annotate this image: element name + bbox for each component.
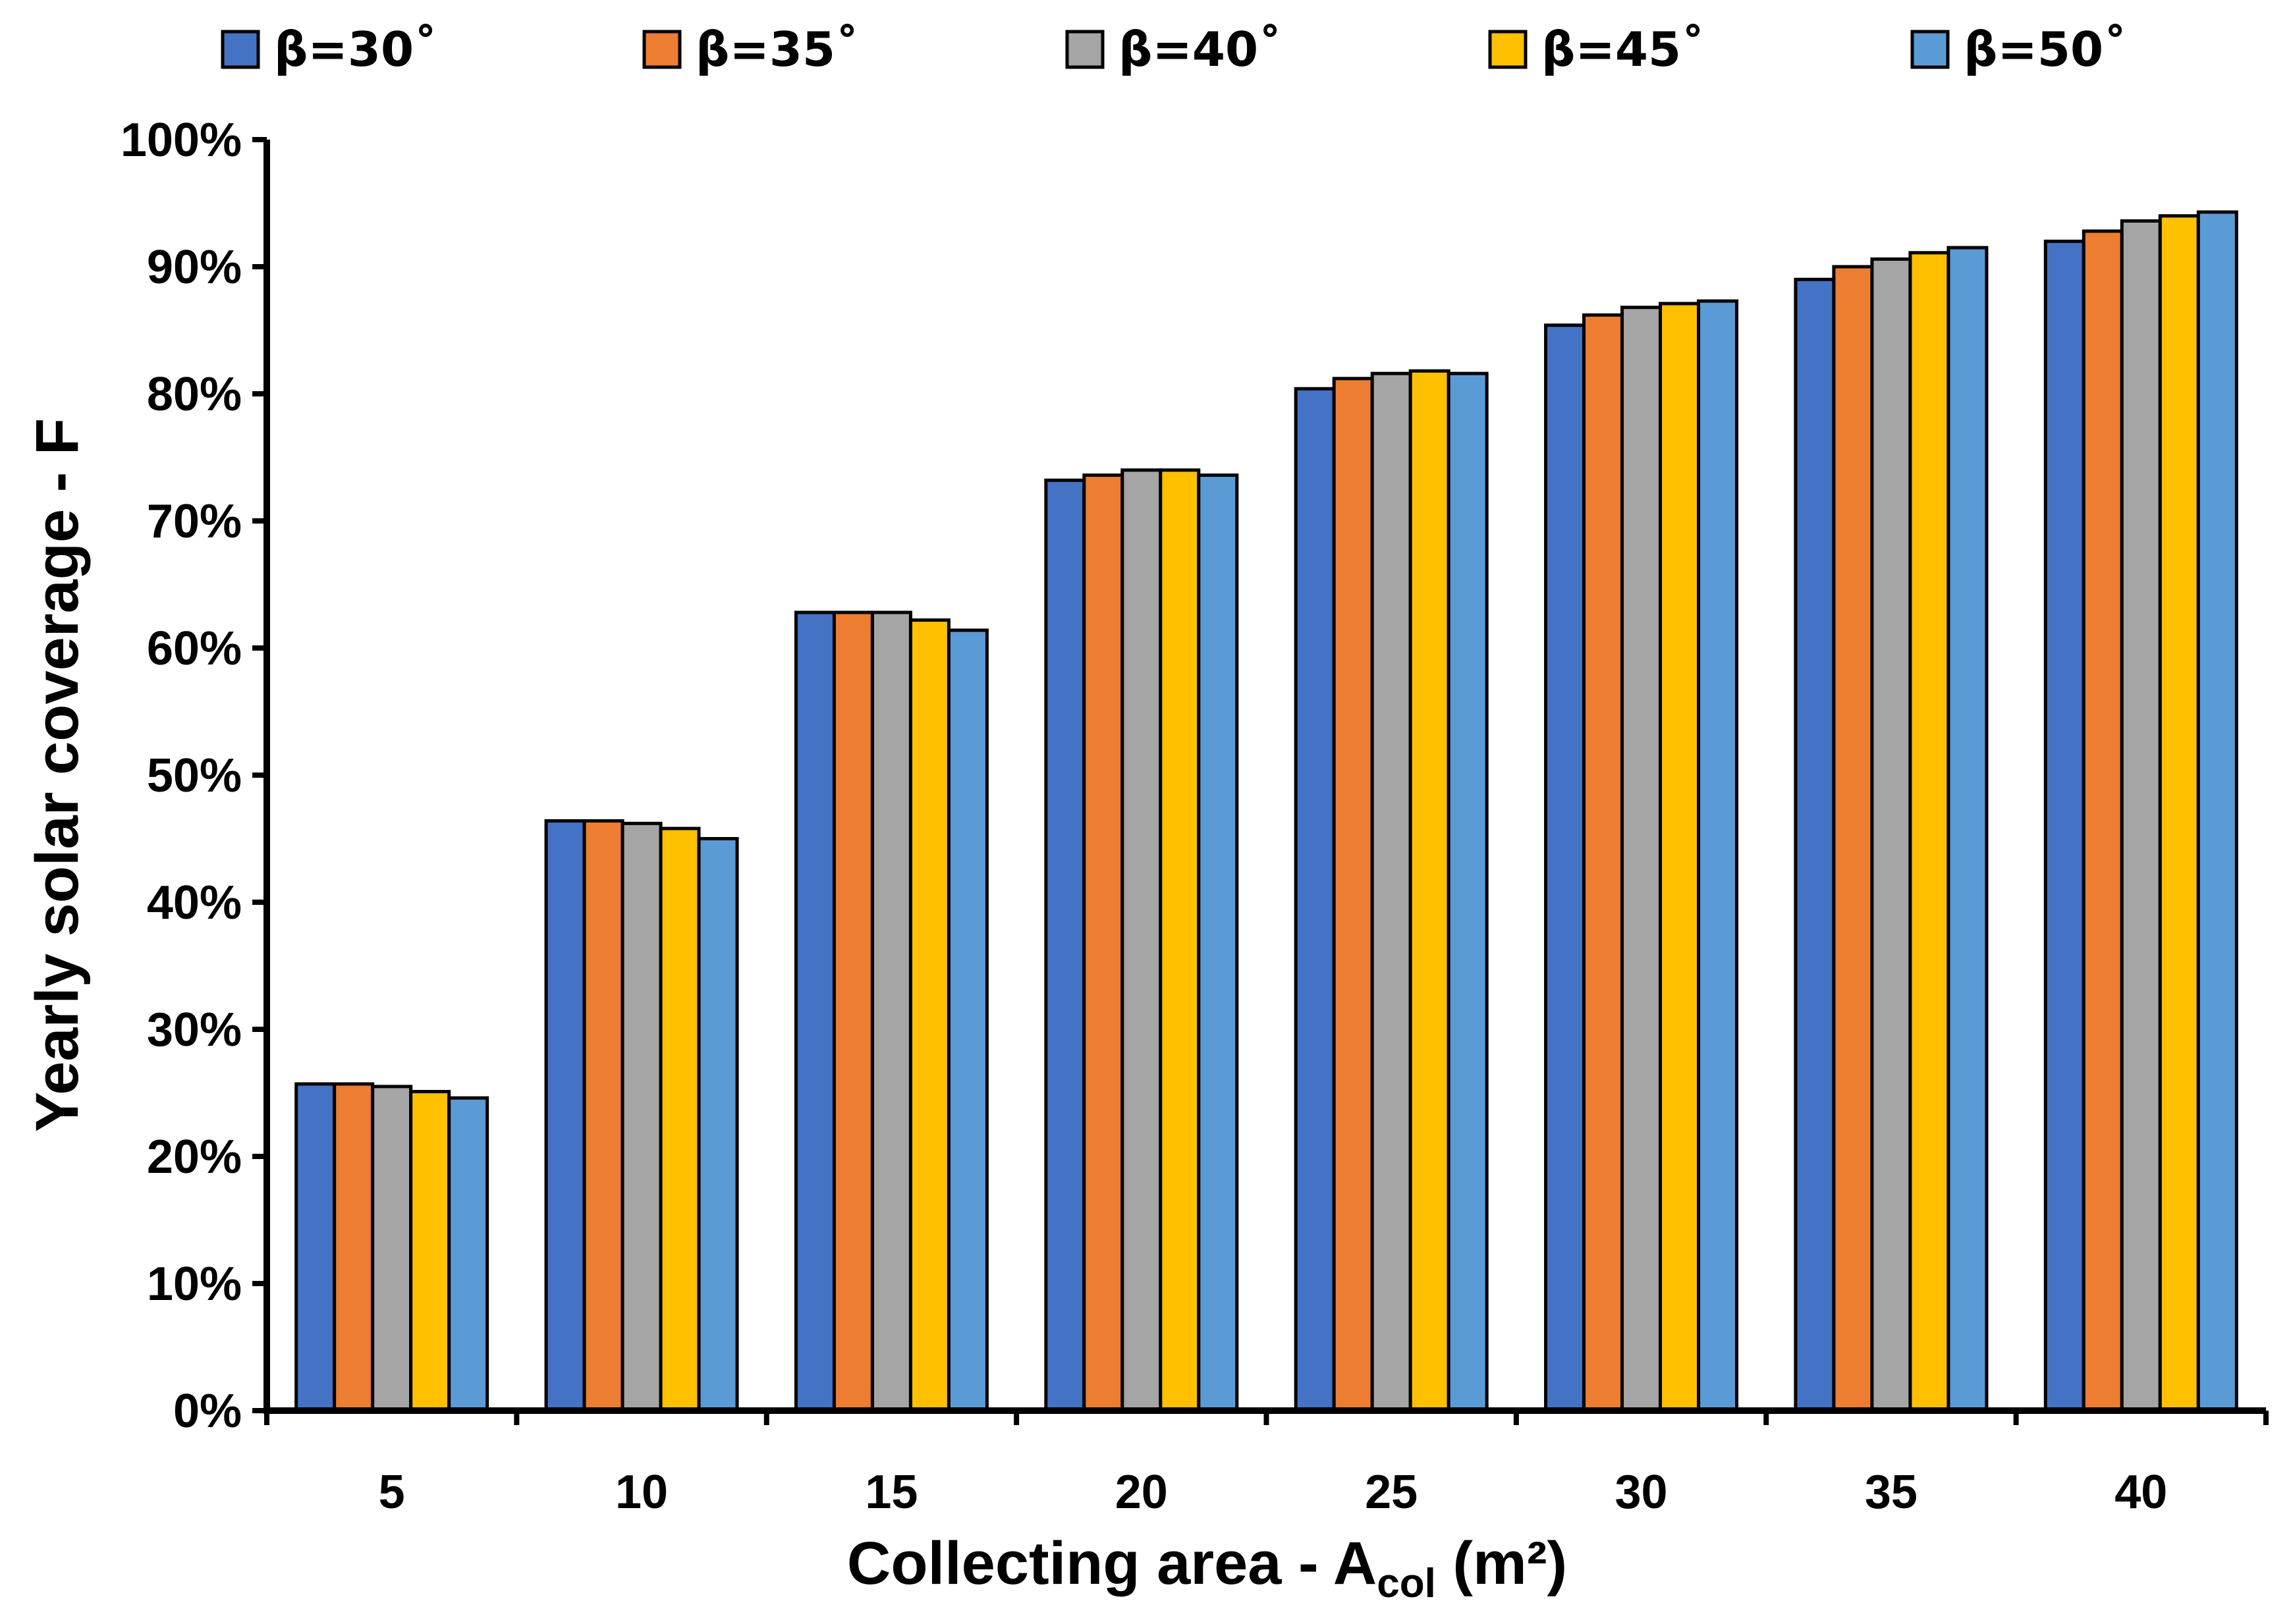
y-tick-label: 40% <box>147 877 242 929</box>
bar <box>794 610 836 1413</box>
bar <box>2158 214 2200 1413</box>
y-tick-label: 60% <box>147 622 242 675</box>
legend-swatch <box>221 30 260 69</box>
bar <box>621 821 663 1413</box>
bar <box>1408 369 1450 1413</box>
bar <box>1620 306 1663 1413</box>
legend-label: β=35˚ <box>696 22 859 77</box>
legend: β=30˚ β=35˚ β=40˚ β=45˚ β=50˚ <box>221 22 2127 77</box>
bar <box>1332 377 1374 1413</box>
x-axis-title: Collecting area - Acol (m²) <box>847 1530 1567 1606</box>
legend-item: β=50˚ <box>1910 22 2127 77</box>
bar <box>832 610 874 1413</box>
bar <box>1082 474 1124 1413</box>
bar <box>697 837 739 1413</box>
bar <box>1544 323 1586 1413</box>
bar <box>1197 474 1239 1413</box>
x-axis-title-suffix: (m²) <box>1436 1530 1567 1597</box>
bar <box>582 819 624 1413</box>
legend-swatch <box>1065 30 1105 69</box>
bar <box>1659 302 1701 1413</box>
y-tick-label: 30% <box>147 1004 242 1056</box>
x-tick-label: 10 <box>615 1466 668 1519</box>
bar <box>544 819 586 1413</box>
y-tick-label: 50% <box>147 749 242 802</box>
bar <box>1120 468 1163 1413</box>
legend-label: β=40˚ <box>1118 22 1282 77</box>
bar <box>870 610 912 1413</box>
bar <box>2082 229 2124 1413</box>
y-tick-label: 0% <box>173 1385 242 1438</box>
bar <box>1697 299 1739 1413</box>
bar <box>2120 219 2162 1413</box>
y-ticks: 0% 10% 20% 30% 40% 50% 60% 70% 80% 90% 100% <box>121 114 267 1438</box>
y-tick-label: 70% <box>147 495 242 548</box>
y-tick-label: 10% <box>147 1258 242 1311</box>
bars <box>294 210 2238 1413</box>
legend-item: β=45˚ <box>1488 22 1705 77</box>
legend-item: β=35˚ <box>642 22 859 77</box>
y-axis-title: Yearly solar coverage - F <box>24 418 91 1132</box>
x-tick-label: 35 <box>1865 1466 1918 1519</box>
bar <box>333 1082 375 1413</box>
x-tick-label: 5 <box>379 1466 405 1519</box>
bar <box>659 826 701 1413</box>
bar <box>1908 251 1950 1413</box>
y-tick-label: 100% <box>121 114 242 167</box>
x-tick-label: 15 <box>865 1466 918 1519</box>
bar <box>1370 371 1412 1413</box>
legend-label: β=45˚ <box>1541 22 1705 77</box>
y-tick-label: 80% <box>147 368 242 421</box>
legend-item: β=40˚ <box>1065 22 1282 77</box>
legend-item: β=30˚ <box>221 22 437 77</box>
bar <box>447 1096 489 1413</box>
y-tick-label: 20% <box>147 1131 242 1183</box>
bar <box>1294 387 1336 1413</box>
legend-swatch <box>1910 30 1950 69</box>
bar <box>1159 468 1201 1413</box>
bar <box>1447 371 1489 1413</box>
bar <box>409 1090 451 1413</box>
bar <box>2196 210 2238 1413</box>
x-tick-label: 25 <box>1365 1466 1418 1519</box>
bar <box>2043 239 2085 1413</box>
bar <box>1794 277 1836 1413</box>
x-tick-label: 30 <box>1615 1466 1668 1519</box>
bar <box>371 1085 413 1413</box>
legend-label: β=30˚ <box>274 22 437 77</box>
x-axis-title-main: Collecting area - A <box>847 1530 1377 1597</box>
bar <box>908 618 951 1413</box>
bar <box>1832 265 1874 1413</box>
legend-swatch <box>1488 30 1528 69</box>
x-ticks: 5 10 15 20 25 30 35 40 <box>264 1411 2269 1519</box>
legend-swatch <box>642 30 682 69</box>
bar <box>1044 478 1086 1413</box>
bar <box>1946 246 1989 1413</box>
bar <box>1582 313 1624 1413</box>
bar <box>947 628 989 1413</box>
bar <box>294 1082 337 1413</box>
x-tick-label: 40 <box>2114 1466 2167 1519</box>
x-tick-label: 20 <box>1115 1466 1168 1519</box>
legend-label: β=50˚ <box>1964 22 2127 77</box>
y-tick-label: 90% <box>147 241 242 294</box>
bar <box>1870 257 1912 1413</box>
x-axis-title-sub: col <box>1377 1561 1436 1606</box>
